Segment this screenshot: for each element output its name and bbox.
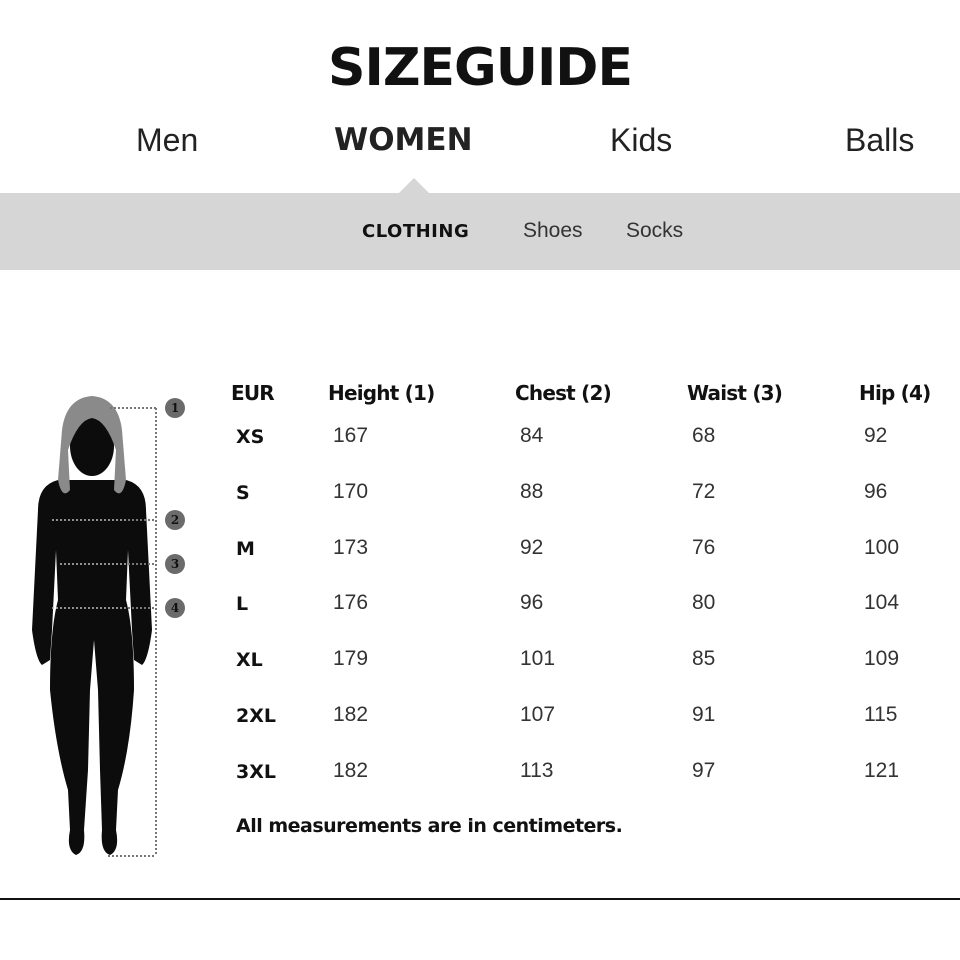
table-cell: 104 [864,591,900,615]
marker-2 [165,510,185,530]
subtab-socks[interactable]: Socks [626,219,684,242]
size-label: XS [236,426,265,448]
header-eur: EUR [231,381,275,405]
table-cell: 176 [333,591,369,615]
table-cell: 167 [333,424,369,447]
tab-men[interactable]: Men [136,122,199,158]
table-cell: 113 [520,758,554,782]
size-label: S [236,481,250,504]
table-cell: 91 [692,703,716,726]
size-label: L [236,593,249,616]
tab-women[interactable]: WOMEN [334,122,473,158]
table-cell: 88 [520,479,544,503]
female-silhouette-icon: 1 2 3 4 [32,396,185,857]
table-cell: 72 [692,479,716,503]
measurement-note: All measurements are in centimeters. [236,815,623,837]
active-tab-pointer [398,178,430,194]
bottom-divider [0,898,960,900]
table-cell: 179 [333,647,369,671]
tab-balls[interactable]: Balls [845,122,915,158]
table-cell: 96 [520,591,544,615]
table-cell: 109 [864,647,900,671]
marker-label: 3 [171,557,179,571]
size-label: M [236,537,255,560]
header-hip: Hip (4) [859,381,931,405]
tab-kids[interactable]: Kids [610,122,673,158]
subtab-shoes[interactable]: Shoes [523,219,583,242]
table-cell: 173 [333,535,369,559]
table-cell: 121 [864,758,900,782]
marker-4 [165,598,185,618]
marker-1 [165,398,185,418]
table-cell: 84 [520,424,544,447]
subnav-bar [0,193,960,270]
marker-label: 1 [171,401,179,415]
table-cell: 68 [692,424,716,447]
table-cell: 115 [864,703,898,726]
table-cell: 96 [864,479,888,503]
table-cell: 92 [520,535,544,559]
subtab-clothing[interactable]: CLOTHING [362,221,470,242]
table-cell: 107 [520,703,556,726]
marker-label: 2 [171,513,179,527]
table-cell: 182 [333,703,369,726]
page-title: SIZEGUIDE [328,38,633,98]
table-cell: 97 [692,758,716,782]
header-height: Height (1) [328,381,435,405]
header-chest: Chest (2) [515,381,612,405]
table-cell: 85 [692,647,716,671]
table-cell: 101 [520,647,556,671]
marker-3 [165,554,185,574]
size-label: 3XL [236,760,276,783]
marker-label: 4 [171,601,179,615]
table-cell: 92 [864,424,888,447]
table-cell: 76 [692,535,716,559]
table-cell: 100 [864,535,900,559]
size-label: XL [236,649,263,672]
table-cell: 182 [333,758,369,782]
size-label: 2XL [236,705,276,727]
header-waist: Waist (3) [687,381,783,405]
table-cell: 170 [333,479,369,503]
table-cell: 80 [692,591,716,615]
